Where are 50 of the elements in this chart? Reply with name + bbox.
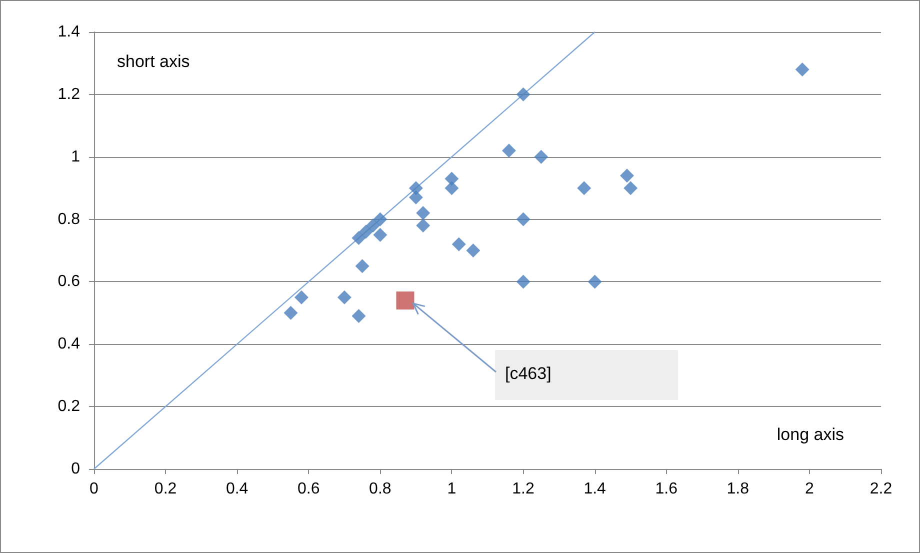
point: [396, 291, 414, 310]
y-tick-label: 1.4: [58, 24, 80, 40]
point: [624, 181, 638, 196]
point: [516, 212, 530, 226]
x-tick-label: 0: [90, 480, 99, 498]
x-tick-label: 0.8: [369, 480, 392, 498]
point: [466, 244, 480, 258]
point: [577, 181, 592, 196]
y-tick-label: 1.2: [58, 86, 80, 103]
point: [284, 306, 298, 320]
x-tick-label: 1.6: [655, 480, 678, 498]
point: [352, 231, 366, 246]
y-axis-title: short axis: [117, 52, 190, 71]
point: [294, 290, 308, 304]
point: [795, 62, 810, 76]
y-tick-label: 0.6: [58, 273, 80, 290]
y-tick-label: 0.8: [58, 210, 80, 228]
point: [358, 224, 373, 239]
x-tick-label: 1.2: [512, 480, 534, 498]
point: [373, 212, 388, 226]
point: [366, 218, 380, 233]
annotation: [c463]: [505, 364, 552, 384]
y-tick-label: 1: [71, 148, 80, 166]
x-tick-label: 0.4: [226, 480, 248, 498]
x-axis-title: long axis: [776, 425, 844, 444]
point: [373, 228, 388, 242]
y-tick-label: 0.2: [58, 398, 80, 416]
point: [416, 206, 430, 220]
point: [408, 190, 423, 204]
point: [352, 309, 366, 324]
point: [502, 144, 516, 158]
point: [588, 274, 602, 289]
x-tick-label: 0.2: [154, 480, 177, 498]
y-tick-label: 0.4: [58, 336, 80, 353]
x-tick-label: 1.4: [584, 480, 606, 498]
point: [620, 168, 634, 183]
point: [416, 218, 430, 233]
x-tick-label: 2.2: [870, 480, 892, 498]
point: [452, 237, 466, 252]
y-tick-label: 0: [71, 460, 80, 478]
x-tick-label: 2: [805, 480, 814, 498]
point: [534, 150, 548, 164]
x-tick-label: 0.6: [298, 480, 320, 498]
x-tick-label: 1.8: [726, 480, 750, 498]
point: [355, 259, 370, 274]
x-tick-label: 1: [447, 480, 456, 498]
point: [337, 290, 352, 304]
point: [516, 87, 530, 102]
point: [516, 274, 530, 289]
point: [444, 181, 459, 196]
